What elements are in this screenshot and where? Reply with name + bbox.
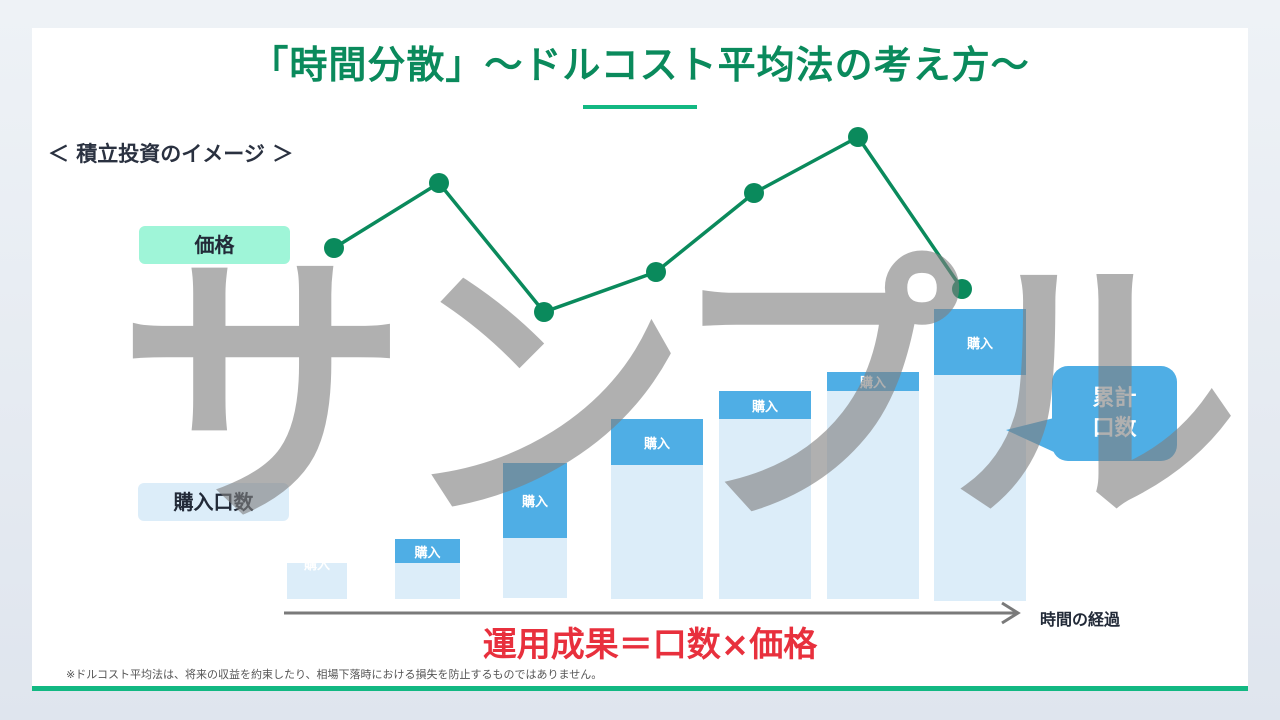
price-point <box>952 279 972 299</box>
purchase-segment: 購入 <box>719 391 811 419</box>
purchase-segment: 購入 <box>827 372 919 391</box>
purchase-segment: 購入 <box>395 539 460 563</box>
price-label: 価格 <box>139 226 290 264</box>
bubble-line-1: 累計 <box>1092 385 1137 411</box>
cumulative-bar: 購入 <box>719 391 811 599</box>
bubble-line-2: 口数 <box>1092 415 1137 441</box>
bubble-tail <box>1006 418 1054 452</box>
formula: 運用成果＝口数×価格 <box>482 625 818 665</box>
purchase-segment: 購入 <box>503 463 567 538</box>
cumulative-bar: 購入 <box>827 372 919 599</box>
price-point <box>324 238 344 258</box>
price-point <box>429 173 449 193</box>
cumulative-bar: 購入 <box>503 463 567 598</box>
time-axis-arrowhead <box>1001 601 1021 625</box>
price-point <box>646 262 666 282</box>
page-title: 「時間分散」〜ドルコスト平均法の考え方〜 <box>250 43 1030 87</box>
price-point <box>534 302 554 322</box>
quantity-label: 購入口数 <box>138 483 289 521</box>
title-underline <box>583 105 697 109</box>
cumulative-bar: 購入 <box>611 419 703 599</box>
disclaimer-note: ※ドルコスト平均法は、将来の収益を約束したり、相場下落時における損失を防止するも… <box>66 668 603 681</box>
cumulative-bar: 購入 <box>395 539 460 599</box>
purchase-segment: 購入 <box>611 419 703 465</box>
time-axis-label: 時間の経過 <box>1040 610 1121 629</box>
bottom-rule <box>32 686 1248 691</box>
subtitle: ＜ 積立投資のイメージ ＞ <box>48 142 294 166</box>
cumulative-units-bubble: 累計 口数 <box>1052 366 1177 461</box>
price-point <box>848 127 868 147</box>
price-line <box>333 134 964 315</box>
purchase-segment: 購入 <box>934 309 1026 375</box>
cumulative-bar: 購入 <box>934 309 1026 601</box>
price-point <box>744 183 764 203</box>
